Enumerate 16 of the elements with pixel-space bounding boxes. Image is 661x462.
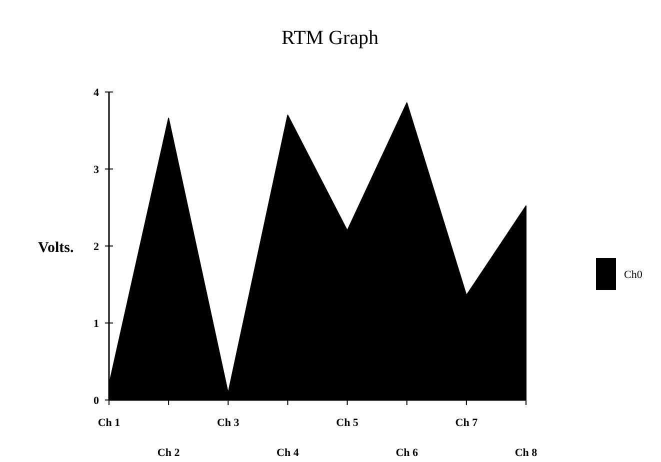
y-tick-label: 4 xyxy=(94,86,100,99)
x-tick-label: Ch 4 xyxy=(276,447,300,459)
text: Ch0 xyxy=(624,268,643,281)
x-tick-label: Ch 2 xyxy=(157,447,180,459)
x-tick-label: Ch 7 xyxy=(455,417,478,429)
x-tick-label: Ch 5 xyxy=(336,417,359,429)
y-tick-label: 1 xyxy=(94,318,99,330)
x-tick-label: Ch 8 xyxy=(514,447,538,459)
x-tick-label: Ch 1 xyxy=(98,417,120,429)
y-tick-label: 3 xyxy=(94,164,100,176)
y-tick-label: 2 xyxy=(94,240,100,253)
x-tick-label: Ch 6 xyxy=(396,447,419,459)
chart-title: RTM Graph xyxy=(281,27,379,49)
x-tick-label: Ch 3 xyxy=(216,417,240,429)
y-tick-label: 0 xyxy=(94,394,100,407)
y-axis-title: Volts. xyxy=(38,240,74,256)
